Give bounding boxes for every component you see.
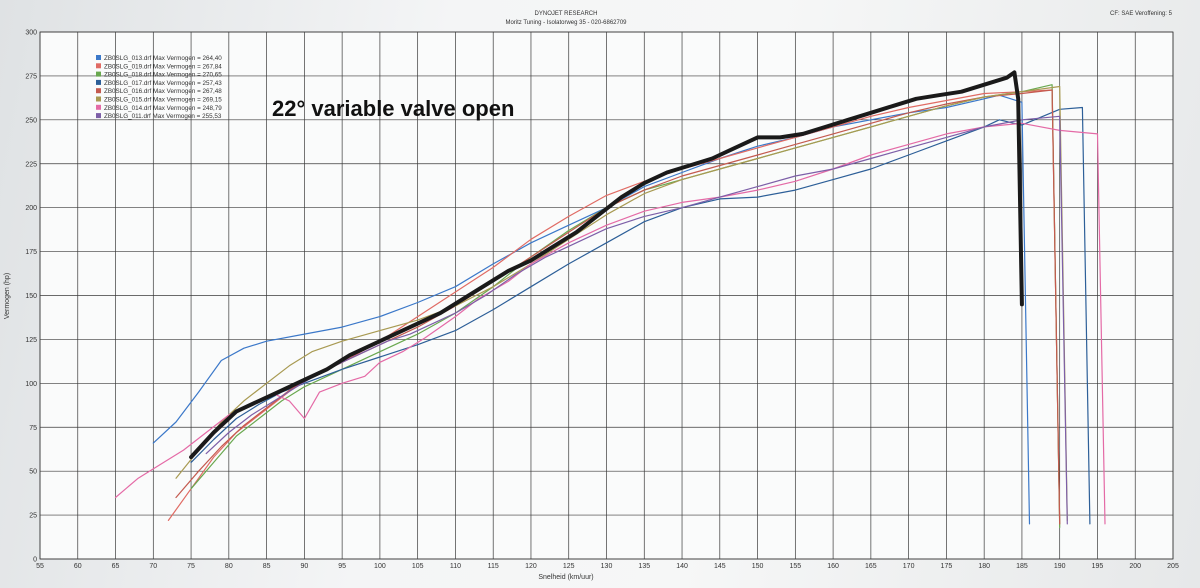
x-tick-label: 95 — [338, 563, 346, 570]
y-tick-label: 225 — [25, 161, 37, 168]
x-tick-label: 190 — [1054, 563, 1066, 570]
y-tick-label: 300 — [25, 30, 37, 37]
x-tick-label: 175 — [941, 563, 953, 570]
legend: ZB0SLG_013.drf Max Vermogen = 264,40ZB0S… — [96, 55, 222, 120]
chart-subtitle: Moritz Tuning - Isolatorweg 35 - 020-686… — [505, 20, 627, 26]
chart-title: DYNOJET RESEARCH — [535, 11, 598, 17]
x-tick-label: 130 — [601, 563, 613, 570]
y-tick-label: 175 — [25, 249, 37, 256]
x-tick-label: 120 — [525, 563, 537, 570]
y-tick-label: 100 — [25, 381, 37, 388]
x-tick-label: 160 — [827, 563, 839, 570]
x-tick-label: 75 — [187, 563, 195, 570]
x-tick-label: 60 — [74, 563, 82, 570]
chart-corner-info: CF: SAE Veroffening: 5 — [1110, 11, 1173, 17]
y-tick-label: 50 — [29, 469, 37, 476]
legend-entry: ZB0SLG_017.drf Max Vermogen = 257,43 — [104, 80, 222, 87]
data-series — [114, 70, 1106, 528]
x-tick-label: 115 — [488, 563, 499, 570]
legend-swatch — [96, 96, 101, 102]
x-tick-label: 125 — [563, 563, 575, 570]
y-tick-label: 125 — [25, 337, 37, 344]
legend-swatch — [96, 71, 101, 77]
x-tick-label: 110 — [450, 563, 461, 570]
x-tick-label: 85 — [263, 563, 271, 570]
x-tick-label: 140 — [676, 563, 688, 570]
series-line — [152, 94, 1031, 525]
series-line — [167, 89, 1061, 525]
legend-entry: ZB0SLG_016.drf Max Vermogen = 267,48 — [104, 88, 222, 95]
legend-entry: ZB0SLG_015.drf Max Vermogen = 269,15 — [104, 97, 222, 104]
x-axis-ticks: 55 60 65 70 75 80 85 90 95 100 105 110 115 120 125 130 1… — [36, 563, 1179, 570]
legend-entry: ZB0SLG_018.drf Max Vermogen = 270,65 — [104, 72, 222, 79]
annotation-text: 22° variable valve open — [272, 96, 514, 121]
y-tick-label: 150 — [25, 293, 37, 300]
x-tick-label: 200 — [1129, 563, 1141, 570]
x-tick-label: 150 — [752, 563, 764, 570]
x-tick-label: 205 — [1167, 563, 1179, 570]
y-tick-label: 0 — [33, 557, 37, 564]
x-tick-label: 145 — [714, 563, 726, 570]
x-tick-label: 170 — [903, 563, 915, 570]
x-tick-label: 185 — [1016, 563, 1028, 570]
x-tick-label: 165 — [865, 563, 877, 570]
x-tick-label: 180 — [978, 563, 990, 570]
legend-entry: ZB0SLG_014.drf Max Vermogen = 248,79 — [104, 105, 222, 112]
legend-swatch — [96, 55, 101, 60]
series-line — [175, 85, 1068, 521]
x-tick-label: 105 — [412, 563, 424, 570]
legend-swatch — [96, 104, 101, 110]
y-tick-label: 75 — [29, 425, 37, 432]
x-tick-label: 55 — [36, 563, 44, 570]
legend-entry: ZB0SLG_019.drf Max Vermogen = 267,84 — [104, 63, 222, 70]
y-tick-label: 250 — [25, 117, 37, 124]
legend-swatch — [96, 79, 101, 85]
y-tick-label: 25 — [29, 513, 37, 520]
legend-swatch — [96, 113, 101, 119]
legend-swatch — [96, 63, 101, 69]
x-tick-label: 65 — [112, 563, 120, 570]
x-tick-label: 195 — [1092, 563, 1104, 570]
series-line — [189, 70, 1024, 460]
x-tick-label: 70 — [149, 563, 157, 570]
x-tick-label: 155 — [789, 563, 801, 570]
x-axis-label: Snelheid (km/uur) — [538, 574, 593, 581]
x-tick-label: 80 — [225, 563, 233, 570]
legend-entry: ZB0SLG_011.drf Max Vermogen = 255,53 — [104, 113, 222, 120]
y-tick-label: 275 — [25, 73, 37, 80]
y-tick-label: 200 — [25, 205, 37, 212]
grid-lines — [39, 31, 1174, 560]
x-tick-label: 135 — [638, 563, 650, 570]
x-tick-label: 90 — [300, 563, 308, 570]
y-axis-ticks: 0 25 50 75 100 125 150 175 200 225 250 275 300 — [25, 30, 37, 564]
y-axis-label: Vermogen (hp) — [4, 273, 11, 319]
x-tick-label: 100 — [374, 563, 386, 570]
legend-entry: ZB0SLG_013.drf Max Vermogen = 264,40 — [104, 55, 222, 62]
legend-swatch — [96, 88, 101, 94]
